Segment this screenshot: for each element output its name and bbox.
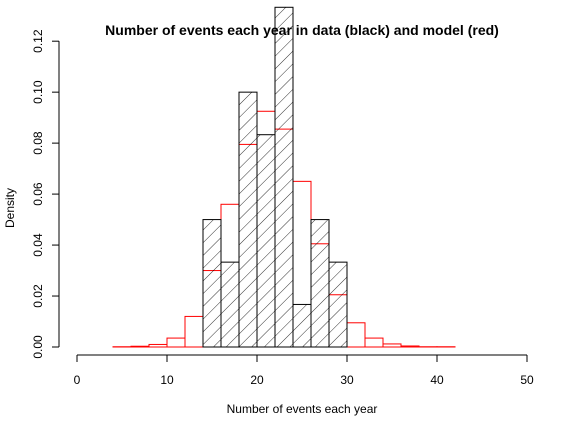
y-tick-label: 0.12 <box>31 29 45 53</box>
x-axis-label: Number of events each year <box>227 402 378 416</box>
x-axis: 0 10 20 30 40 50 <box>74 354 534 387</box>
data-bar <box>292 303 312 348</box>
y-tick-label: 0.10 <box>31 80 45 104</box>
x-tick-label: 50 <box>520 373 534 387</box>
y-axis-label: Density <box>3 188 17 228</box>
data-bar <box>238 91 258 348</box>
model-bar <box>346 322 366 348</box>
data-bar <box>220 261 240 348</box>
y-tick-label: 0.00 <box>31 335 45 359</box>
data-bar <box>310 219 330 348</box>
model-bar <box>166 337 186 348</box>
model-bar <box>400 345 420 348</box>
model-bar <box>382 343 402 348</box>
model-bar <box>148 343 168 348</box>
model-bar <box>184 315 204 348</box>
y-axis: 0.00 0.02 0.04 0.06 0.08 0.10 0.12 <box>31 29 60 359</box>
data-series <box>202 6 348 348</box>
data-bar <box>202 219 222 348</box>
data-bar <box>256 134 276 348</box>
x-tick-label: 10 <box>160 373 174 387</box>
y-tick-label: 0.04 <box>31 233 45 257</box>
model-bar <box>364 337 384 348</box>
x-tick-label: 20 <box>250 373 264 387</box>
x-tick-label: 0 <box>74 373 81 387</box>
chart-title: Number of events each year in data (blac… <box>105 22 499 38</box>
data-bar <box>274 6 294 348</box>
y-tick-label: 0.02 <box>31 284 45 308</box>
y-tick-label: 0.08 <box>31 131 45 155</box>
x-tick-label: 30 <box>340 373 354 387</box>
x-tick-label: 40 <box>430 373 444 387</box>
model-bar <box>130 345 150 348</box>
data-bar <box>328 261 348 348</box>
y-tick-label: 0.06 <box>31 182 45 206</box>
